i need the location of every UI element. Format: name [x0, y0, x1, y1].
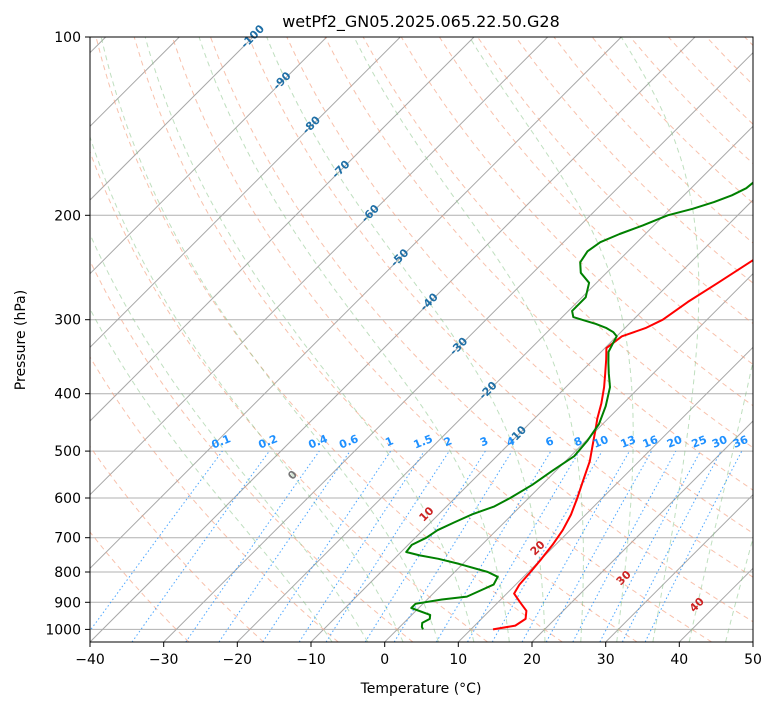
mixing-ratio-label: 16: [641, 433, 660, 451]
moist-adiabat-line: [470, 37, 634, 642]
mixing-ratio-label: 6: [544, 434, 556, 449]
dry-adiabat-line: [58, 37, 488, 642]
mixing-ratio-label: 13: [619, 433, 638, 451]
x-tick-label: 10: [449, 652, 467, 668]
isotherm-line: [679, 37, 775, 642]
mixing-ratio-line: [600, 451, 701, 642]
moist-adiabat-line: [64, 37, 403, 642]
y-tick-label: 700: [54, 531, 81, 547]
y-tick-label: 500: [54, 444, 81, 460]
x-tick-label: −20: [223, 652, 253, 668]
moist-adiabat-label: 30: [614, 568, 634, 588]
mixing-ratio-line: [546, 451, 651, 642]
data-series: [406, 37, 775, 629]
moist-adiabat-label: 0: [285, 468, 300, 483]
moist-adiabat-line: [689, 37, 775, 642]
moist-adiabat-line: [101, 37, 438, 642]
isotherm-line: [753, 37, 775, 642]
dry-adiabat-line: [707, 37, 775, 642]
y-tick-label: 900: [54, 595, 81, 611]
dry-adiabat-line: [668, 37, 775, 642]
isotherm-line: [532, 37, 775, 642]
chart-title: wetPf2_GN05.2025.065.22.50.G28: [282, 12, 560, 32]
x-tick-label: 20: [523, 652, 541, 668]
y-tick-label: 800: [54, 565, 81, 581]
dry-adiabat-line: [134, 37, 637, 642]
mixing-ratio-label: 2: [442, 434, 454, 449]
y-tick-label: 600: [54, 491, 81, 507]
mixing-ratio-line: [263, 451, 391, 642]
x-tick-label: 0: [380, 652, 389, 668]
isotherm-line: [0, 37, 253, 642]
mixing-ratio-line: [299, 451, 424, 642]
moist-adiabat-label: 10: [417, 504, 437, 524]
x-tick-label: 30: [597, 652, 615, 668]
isotherm-line: [90, 37, 695, 642]
background-lines: [0, 37, 775, 642]
mixing-ratio-label: 3: [478, 434, 490, 449]
x-tick-label: 50: [744, 652, 762, 668]
mixing-ratio-label: 0.4: [307, 432, 330, 451]
mixing-ratio-line: [326, 451, 449, 642]
mixing-ratio-label: 20: [665, 433, 684, 451]
mixing-ratio-label: 36: [731, 433, 750, 451]
mixing-ratio-label: 1: [383, 434, 395, 449]
x-tick-label: −10: [296, 652, 326, 668]
isotherm-line: [0, 37, 327, 642]
x-tick-label: −30: [149, 652, 179, 668]
y-tick-label: 300: [54, 313, 81, 329]
mixing-ratio-line: [573, 451, 676, 642]
y-tick-label: 200: [54, 208, 81, 224]
dry-adiabat-line: [592, 37, 775, 642]
dewpoint-profile-line: [406, 37, 775, 629]
dry-adiabat-line: [0, 37, 264, 642]
y-tick-label: 1000: [45, 622, 81, 638]
y-axis-title: Pressure (hPa): [13, 290, 29, 390]
mixing-ratio-line: [82, 451, 223, 642]
dry-adiabat-line: [516, 37, 775, 642]
moist-adiabat-line: [5, 37, 332, 642]
y-tick-label: 100: [54, 30, 81, 46]
x-tick-label: 40: [670, 652, 688, 668]
isotherm-line: [164, 37, 769, 642]
isotherm-line: [385, 37, 775, 642]
isotherm-line: [0, 37, 474, 642]
x-tick-label: −40: [75, 652, 105, 668]
mixing-ratio-label: 8: [572, 434, 584, 449]
mixing-ratio-label: 25: [690, 433, 709, 451]
isotherm-line: [0, 37, 400, 642]
moist-adiabat-line: [726, 37, 775, 642]
dry-adiabat-line: [20, 37, 413, 642]
x-axis-title: Temperature (°C): [360, 681, 482, 697]
moist-adiabat-label: 40: [687, 595, 707, 615]
dry-adiabat-line: [478, 37, 775, 642]
y-tick-label: 400: [54, 387, 81, 403]
dry-adiabat-line: [0, 37, 338, 642]
dry-adiabat-line: [554, 37, 775, 642]
mixing-ratio-label: 0.1: [210, 432, 233, 451]
